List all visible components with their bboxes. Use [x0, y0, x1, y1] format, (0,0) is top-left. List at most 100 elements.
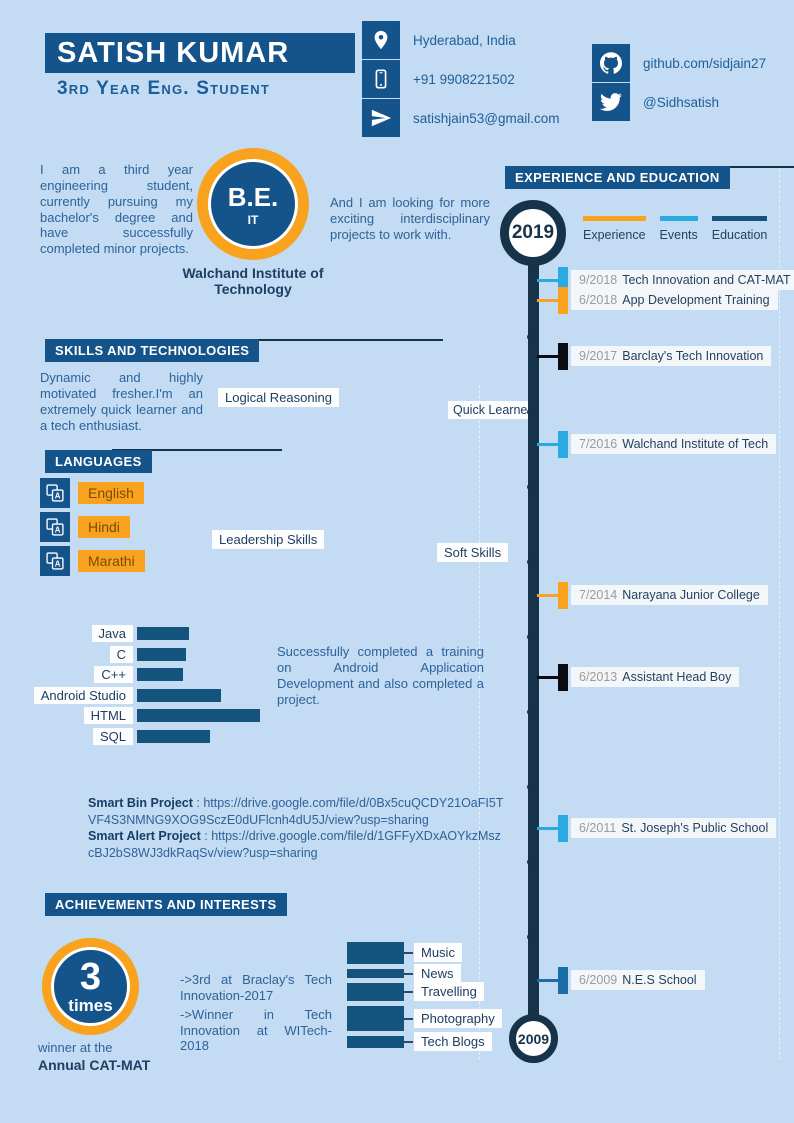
timeline-node — [527, 559, 533, 565]
degree-label: B.E. — [227, 181, 279, 212]
language-item: A Marathi — [40, 546, 145, 576]
skill-bar — [137, 648, 186, 661]
timeline-node — [527, 784, 533, 790]
timeline-entry-label: Walchand Institute of Tech — [622, 437, 769, 451]
donut-label-quick-learner: Quick Learner — [448, 401, 537, 419]
location-pin-icon — [374, 30, 388, 50]
project-line: Smart Alert Project : https://drive.goog… — [88, 828, 504, 861]
language-label: English — [78, 482, 144, 504]
interest-connector-line — [404, 1018, 413, 1020]
language-item: A English — [40, 478, 145, 508]
award-caption-line1: winner at the — [38, 1040, 113, 1055]
award-badge: 3 times — [42, 938, 139, 1035]
section-divider-line — [695, 166, 794, 168]
paper-plane-icon-box — [362, 99, 400, 137]
section-title-timeline: EXPERIENCE AND EDUCATION — [505, 166, 730, 189]
timeline-entry: 6/2009 N.E.S School — [571, 970, 705, 990]
timeline-entry-date: 6/2013 — [579, 670, 618, 684]
language-list: A English A Hindi A Marathi — [40, 478, 145, 580]
timeline-entry-label: N.E.S School — [622, 973, 697, 987]
interest-label: Music — [414, 943, 462, 962]
svg-text:A: A — [55, 526, 61, 535]
timeline-tick — [558, 287, 568, 314]
project-line: Smart Bin Project : https://drive.google… — [88, 795, 504, 828]
contact-item-text: Hyderabad, India — [413, 32, 516, 48]
svg-text:A: A — [55, 492, 61, 501]
skills-intro-text: Dynamic and highly motivated fresher.I'm… — [40, 370, 203, 433]
skill-bar-label: HTML — [83, 707, 133, 724]
timeline-entry: 9/2017 Barclay's Tech Innovation — [571, 346, 772, 366]
donut-label-logical-reasoning: Logical Reasoning — [218, 388, 339, 407]
project-url-link[interactable]: https://drive.google.com/file/d/0Bx5cuQC… — [88, 796, 504, 827]
github-icon-box — [592, 44, 630, 82]
legend-label: Events — [659, 228, 698, 242]
award-caption-line2: Annual CAT-MAT — [38, 1057, 151, 1073]
legend-color-bar — [711, 216, 768, 221]
interest-block — [347, 983, 404, 1001]
skill-bar-label: Android Studio — [33, 687, 133, 704]
skill-bar — [137, 709, 260, 722]
timeline-entry: 6/2011 St. Joseph's Public School — [571, 818, 777, 838]
legend-item-experience: Experience — [583, 216, 646, 242]
translate-icon-box: A — [40, 546, 70, 576]
timeline-connector — [537, 676, 560, 679]
translate-icon: A — [46, 484, 64, 502]
twitter-icon — [600, 93, 622, 111]
skill-bar — [137, 689, 221, 702]
contact-item: +91 9908221502 — [362, 60, 560, 98]
donut-label-soft-skills: Soft Skills — [437, 543, 509, 562]
timeline-start-year: 2019 — [500, 200, 566, 266]
donut-label-leadership-skills: Leadership Skills — [212, 530, 325, 549]
interest-label: Photography — [414, 1009, 502, 1028]
legend-item-education: Education — [711, 216, 768, 242]
timeline-tick — [558, 664, 568, 691]
degree-badge: B.E. IT — [197, 148, 309, 260]
section-divider-line — [217, 339, 443, 341]
contact-item-text: satishjain53@gmail.com — [413, 110, 560, 126]
skill-bar-row: Android Studio — [0, 687, 794, 704]
degree-badge-inner: B.E. IT — [208, 159, 298, 249]
project-url-link[interactable]: https://drive.google.com/file/d/1GFFyXDx… — [88, 829, 501, 860]
legend-label: Education — [711, 228, 768, 242]
skill-bar-label: C++ — [94, 666, 133, 683]
achievement-item: ->Winner in Tech Innovation at WITech-20… — [180, 1006, 332, 1054]
project-name: Smart Alert Project — [88, 829, 201, 843]
interest-connector-line — [404, 991, 413, 993]
skill-bar — [137, 627, 189, 640]
twitter-icon-box — [592, 83, 630, 121]
skill-bar-row: C++ — [0, 666, 794, 683]
interest-block — [347, 1036, 404, 1048]
timeline-entry: 9/2018 Tech Innovation and CAT-MAT — [571, 270, 794, 290]
timeline-entry-date: 9/2017 — [579, 349, 618, 363]
page-title: SATISH KUMAR — [45, 33, 355, 73]
mobile-phone-icon-box — [362, 60, 400, 98]
interest-block — [347, 969, 404, 978]
timeline-node — [527, 334, 533, 340]
contact-item: Hyderabad, India — [362, 21, 560, 59]
timeline-tick — [558, 343, 568, 370]
skill-bar-label: Java — [91, 625, 133, 642]
interest-connector-line — [404, 1041, 413, 1043]
timeline-entry-label: Assistant Head Boy — [622, 670, 732, 684]
translate-icon: A — [46, 552, 64, 570]
social-item: github.com/sidjain27 — [592, 44, 766, 82]
legend-color-bar — [659, 216, 698, 221]
skill-bar-row: C — [0, 646, 794, 663]
achievement-items: ->3rd at Braclay's Tech Innovation-2017-… — [180, 972, 332, 1057]
award-badge-inner: 3 times — [51, 947, 130, 1026]
award-count: 3 — [79, 955, 102, 998]
github-icon — [600, 52, 622, 74]
timeline-end-year: 2009 — [509, 1014, 558, 1063]
timeline-entry: 7/2014 Narayana Junior College — [571, 585, 768, 605]
timeline-node — [527, 709, 533, 715]
social-item-text: github.com/sidjain27 — [643, 55, 767, 71]
timeline-tick — [558, 582, 568, 609]
projects-block: Smart Bin Project : https://drive.google… — [88, 795, 504, 861]
about-text-left: I am a third year engineering student, c… — [40, 162, 193, 257]
timeline-start-year-label: 2019 — [511, 222, 555, 243]
timeline-entry-date: 7/2016 — [579, 437, 618, 451]
interest-label: News — [414, 964, 461, 983]
subtitle: 3rd Year Eng. Student — [57, 78, 270, 99]
timeline-entry: 6/2018 App Development Training — [571, 290, 778, 310]
timeline-entry: 7/2016 Walchand Institute of Tech — [571, 434, 777, 454]
